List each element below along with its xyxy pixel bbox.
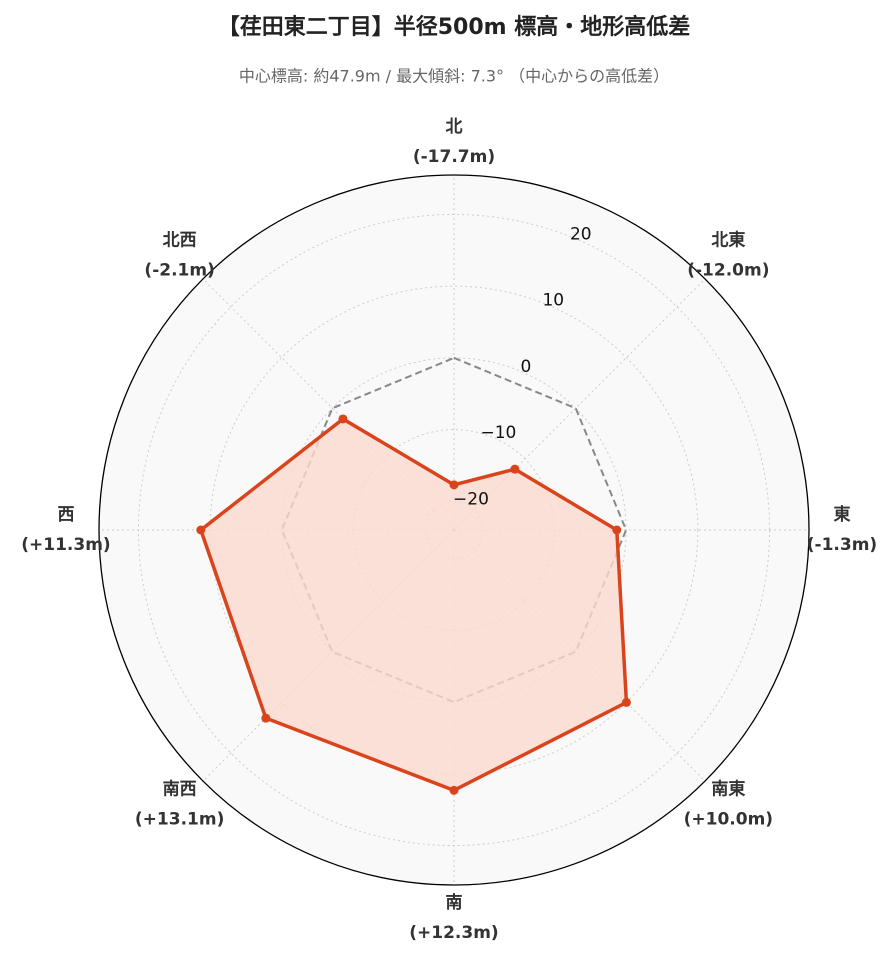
category-label: 北西 bbox=[163, 231, 197, 251]
data-point bbox=[612, 525, 622, 535]
r-tick-label: −20 bbox=[453, 489, 489, 509]
spoke bbox=[202, 529, 455, 782]
data-point bbox=[621, 697, 631, 707]
category-label: 南東 bbox=[711, 778, 745, 799]
data-point bbox=[261, 713, 271, 723]
category-label: 南西 bbox=[163, 778, 197, 799]
value-label: (-2.1m) bbox=[144, 261, 214, 281]
data-point bbox=[449, 785, 459, 795]
data-point bbox=[196, 525, 206, 535]
polar-frame bbox=[98, 174, 810, 886]
value-label: (-17.7m) bbox=[413, 147, 495, 167]
data-point bbox=[338, 414, 348, 424]
category-label: 東 bbox=[834, 504, 851, 525]
data-point bbox=[510, 464, 520, 474]
category-label: 北 bbox=[446, 117, 463, 137]
data-point bbox=[449, 480, 459, 490]
r-tick-label: 20 bbox=[570, 224, 592, 244]
r-tick-label: 10 bbox=[542, 291, 564, 311]
chart-title: 【荏田東二丁目】半径500m 標高・地形高低差 bbox=[218, 14, 691, 40]
category-label: 南 bbox=[446, 892, 463, 913]
spoke bbox=[202, 278, 455, 531]
value-label: (-12.0m) bbox=[687, 261, 769, 281]
value-label: (+11.3m) bbox=[21, 535, 110, 555]
category-label: 西 bbox=[58, 505, 75, 525]
spoke bbox=[453, 278, 706, 531]
value-label: (+10.0m) bbox=[684, 809, 773, 829]
value-label: (+13.1m) bbox=[135, 809, 224, 829]
spoke bbox=[453, 529, 706, 782]
value-label: (-1.3m) bbox=[807, 535, 877, 555]
chart-subtitle: 中心標高: 約47.9m / 最大傾斜: 7.3° （中心からの高低差） bbox=[239, 67, 669, 86]
r-tick-label: 0 bbox=[520, 357, 531, 377]
category-label: 北東 bbox=[711, 230, 745, 251]
r-tick-label: −10 bbox=[480, 423, 516, 443]
value-label: (+12.3m) bbox=[409, 923, 498, 943]
